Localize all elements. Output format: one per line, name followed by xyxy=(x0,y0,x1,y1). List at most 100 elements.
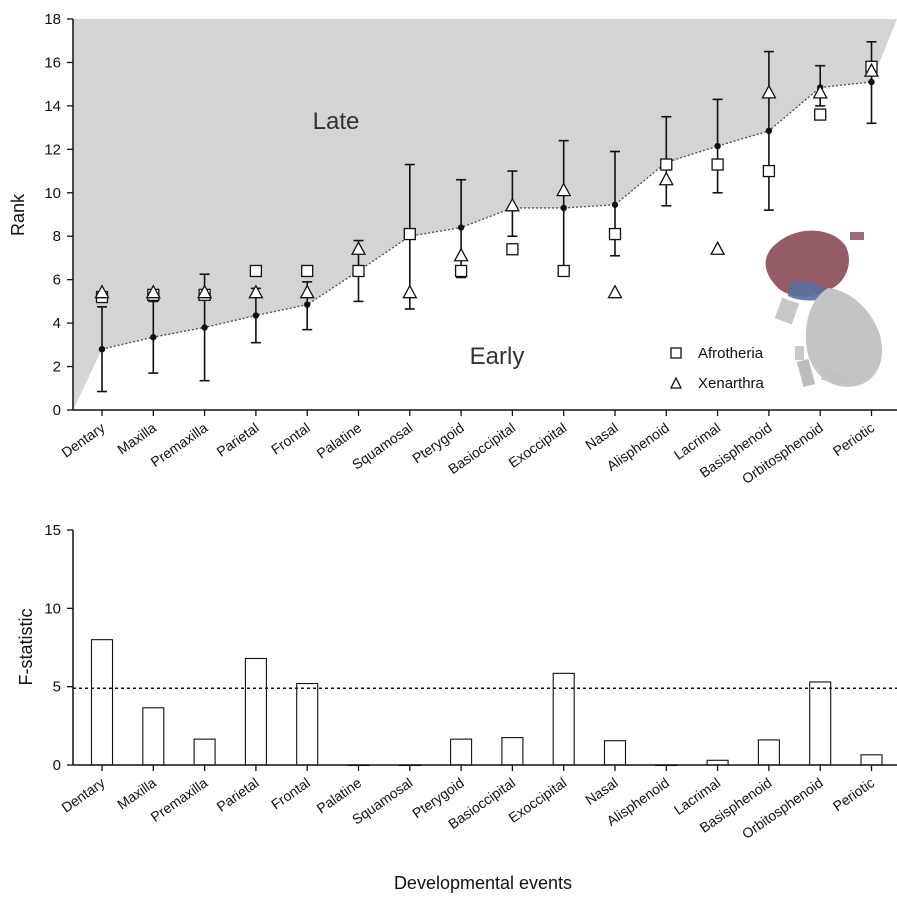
xenarthra-point xyxy=(710,240,726,255)
legend-afrotheria-label: Afrotheria xyxy=(698,345,764,362)
f-statistic-bar xyxy=(501,737,524,766)
xenarthra-point xyxy=(658,171,674,186)
y-tick-label: 0 xyxy=(53,402,61,419)
xenarthra-point xyxy=(504,197,520,212)
developmental-events-axis-label: Developmental events xyxy=(394,873,572,893)
x-category-label: Premaxilla xyxy=(148,419,211,470)
rank-axis-label: Rank xyxy=(8,193,28,236)
xenarthra-point xyxy=(350,240,367,255)
mean-point xyxy=(98,345,106,353)
legend: Afrotheria Xenarthra xyxy=(669,345,765,392)
y-tick-label: 12 xyxy=(44,141,61,158)
y-tick-label: 10 xyxy=(44,600,61,617)
f-statistic-bar xyxy=(142,707,165,766)
f-statistic-bar xyxy=(552,672,575,766)
early-region-label: Early xyxy=(470,343,525,370)
f-statistic-bar xyxy=(603,740,627,766)
afrotheria-point xyxy=(249,264,263,278)
y-tick-label: 6 xyxy=(53,272,61,289)
mean-point xyxy=(714,142,721,150)
specimen-image xyxy=(765,230,882,388)
mean-point xyxy=(611,201,619,208)
x-category-label: Dentary xyxy=(58,419,107,460)
afrotheria-point xyxy=(711,158,724,171)
xenarthra-point xyxy=(94,284,110,299)
x-category-label: Periotic xyxy=(830,419,877,459)
xenarthra-point xyxy=(299,284,315,299)
f-statistic-axis-label: F-statistic xyxy=(16,608,36,685)
afrotheria-point xyxy=(352,264,365,278)
mean-point xyxy=(457,224,465,231)
f-statistic-bar xyxy=(244,657,267,766)
x-category-label: Nasal xyxy=(582,774,621,808)
y-tick-label: 16 xyxy=(44,54,61,71)
mean-point xyxy=(252,312,260,319)
afrotheria-point xyxy=(557,264,570,278)
mean-rank-line xyxy=(101,81,872,350)
mean-point xyxy=(868,78,875,86)
y-tick-label: 15 xyxy=(44,522,61,539)
x-category-label: Premaxilla xyxy=(148,774,211,825)
f-statistic-bar xyxy=(296,682,319,766)
legend-xenarthra-label: Xenarthra xyxy=(698,375,765,392)
mean-point xyxy=(304,301,311,308)
y-tick-label: 2 xyxy=(53,359,61,376)
xenarthra-point xyxy=(556,182,572,197)
f-statistic-bar xyxy=(757,739,780,766)
f-statistic-bar xyxy=(90,639,114,766)
y-tick-label: 0 xyxy=(53,757,61,774)
afrotheria-point xyxy=(762,164,776,178)
afrotheria-point xyxy=(660,158,673,171)
xenarthra-point xyxy=(812,84,828,99)
mean-point xyxy=(765,127,773,135)
y-tick-label: 10 xyxy=(44,185,61,202)
y-tick-label: 14 xyxy=(44,98,61,115)
f-statistic-bar xyxy=(450,738,473,766)
x-category-label: Periotic xyxy=(830,774,877,814)
f-statistic-y-ticks: 0 5 10 15 xyxy=(44,522,73,774)
afrotheria-point xyxy=(506,243,519,256)
f-statistic-bar xyxy=(860,754,883,766)
xenarthra-point xyxy=(607,284,623,299)
xenarthra-markers xyxy=(94,62,880,299)
afrotheria-point xyxy=(454,264,468,278)
x-category-label: Maxilla xyxy=(114,419,159,457)
afrotheria-point xyxy=(814,108,827,121)
f-statistic-axes xyxy=(72,530,897,766)
rank-axes xyxy=(72,19,897,411)
y-tick-label: 8 xyxy=(53,228,61,245)
x-category-label: Exoccipital xyxy=(505,774,569,825)
late-region-label: Late xyxy=(313,108,360,135)
xenarthra-point xyxy=(145,284,161,299)
legend-xenarthra-marker xyxy=(669,376,683,389)
xenarthra-point xyxy=(453,247,469,262)
x-category-label: Frontal xyxy=(268,419,313,457)
f-statistic-bar xyxy=(809,681,832,766)
mean-point xyxy=(150,334,157,341)
x-category-label: Exoccipital xyxy=(505,419,569,470)
x-category-label: Parietal xyxy=(214,419,262,459)
x-category-label: Frontal xyxy=(268,774,313,812)
x-category-label: Parietal xyxy=(214,774,262,814)
mean-point xyxy=(560,204,567,212)
mean-point xyxy=(201,324,208,331)
xenarthra-point xyxy=(761,84,777,99)
rank-y-ticks: 0 2 4 6 8 10 12 14 16 18 xyxy=(44,11,73,419)
x-category-label: Nasal xyxy=(582,419,621,453)
xenarthra-point xyxy=(248,284,264,299)
rank-chart: 0 2 4 6 8 10 12 14 16 18 Dentary MaxillaPremaxilla… xyxy=(8,11,897,487)
afrotheria-point xyxy=(301,264,314,278)
afrotheria-point xyxy=(608,227,622,241)
f-statistic-bars xyxy=(90,639,883,767)
x-category-label: Dentary xyxy=(58,774,107,815)
afrotheria-point xyxy=(403,227,416,241)
y-tick-label: 18 xyxy=(44,11,61,28)
xenarthra-point xyxy=(197,284,213,299)
f-statistic-bar xyxy=(193,738,216,766)
legend-afrotheria-marker xyxy=(670,347,682,359)
x-category-label: Maxilla xyxy=(114,774,159,812)
